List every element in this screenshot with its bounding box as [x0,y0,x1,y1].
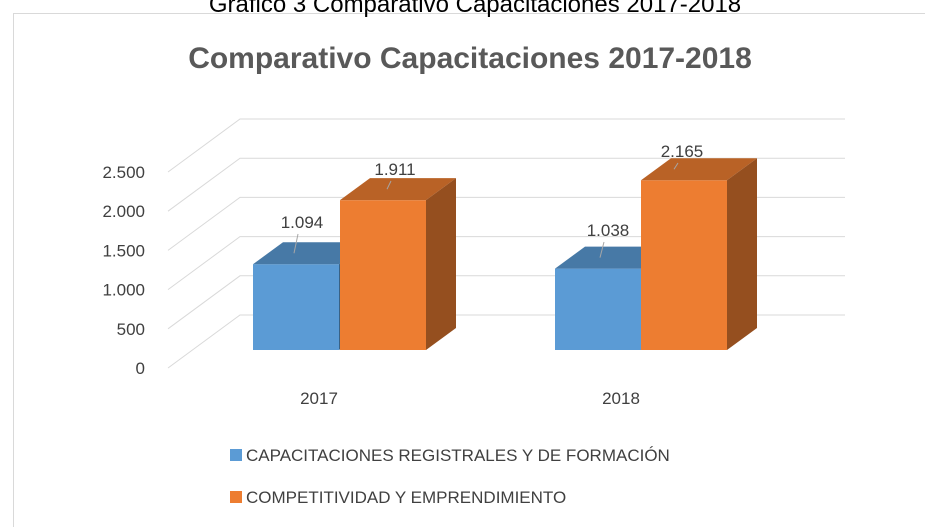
bar-side [426,178,456,350]
leader-line [599,241,605,258]
data-label: 1.038 [587,221,630,240]
bar-side [727,158,757,350]
legend-label: CAPACITACIONES REGISTRALES Y DE FORMACIÓ… [246,446,670,465]
caption: Gráfico 3 Comparativo Capacitaciones 201… [209,0,741,18]
y-tick-label: 500 [117,320,145,339]
leader-line [293,233,299,254]
y-tick-label: 2.000 [102,202,145,221]
y-tick-label: 1.500 [102,241,145,260]
grid-line [167,118,845,173]
chart-frame [13,13,925,527]
x-tick-label: 2018 [602,389,640,408]
x-tick-label: 2017 [300,389,338,408]
legend-swatch [230,449,242,461]
bar-top [340,178,456,201]
leader-line [386,180,392,190]
grid-line [167,157,845,212]
chart-title: Comparativo Capacitaciones 2017-2018 [188,42,752,75]
bar [641,180,727,350]
bar-top [641,158,757,181]
y-tick-label: 0 [136,359,145,378]
data-label: 1.911 [374,160,415,179]
legend-swatch [230,491,242,503]
data-label: 1.094 [281,213,324,232]
data-label: 2.165 [661,142,704,161]
leader-line [673,162,679,170]
y-tick-label: 2.500 [102,163,145,182]
bar [253,264,339,350]
bar [340,200,426,350]
y-tick-label: 1.000 [102,281,145,300]
legend-label: COMPETITIVIDAD Y EMPRENDIMIENTO [246,488,566,507]
bar [555,268,641,350]
